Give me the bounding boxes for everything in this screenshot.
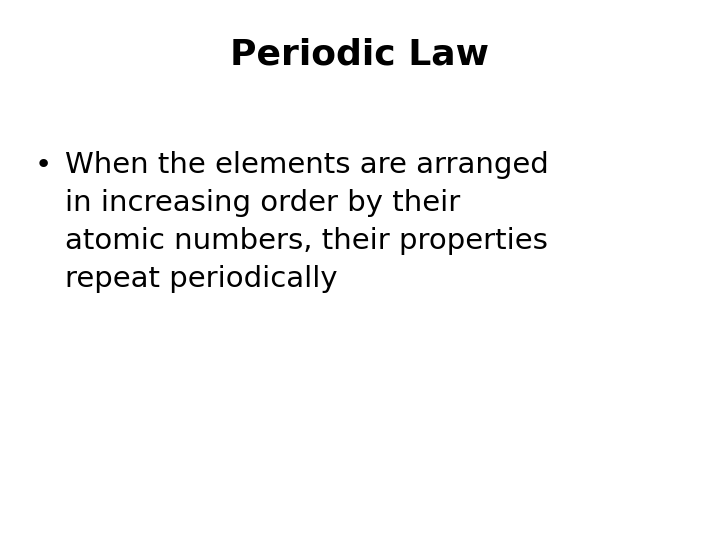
Text: When the elements are arranged
in increasing order by their
atomic numbers, thei: When the elements are arranged in increa… bbox=[65, 151, 549, 293]
Text: Periodic Law: Periodic Law bbox=[230, 38, 490, 72]
Text: •: • bbox=[35, 151, 52, 179]
